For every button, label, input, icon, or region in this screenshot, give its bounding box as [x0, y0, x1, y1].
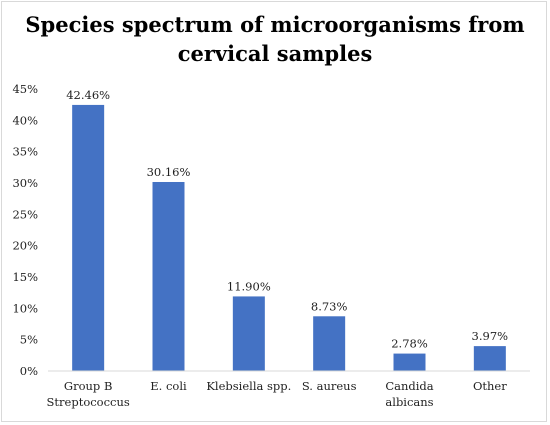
data-label: 3.97%: [472, 329, 509, 343]
y-tick-label: 10%: [12, 301, 38, 315]
y-tick-label: 15%: [12, 270, 38, 284]
bars: [72, 104, 506, 372]
data-label: 30.16%: [147, 165, 191, 179]
bar: [152, 181, 185, 371]
chart-title: Species spectrum of microorganisms from …: [0, 10, 550, 68]
data-labels: 42.46% 30.16% 11.90% 8.73% 2.78% 3.97%: [66, 88, 508, 351]
bar: [473, 346, 506, 371]
chart-title-line-2: cervical samples: [177, 41, 373, 66]
bar: [232, 296, 265, 371]
y-axis: 0% 5% 10% 15% 20% 25% 30% 35% 40% 45%: [12, 82, 38, 378]
data-label: 2.78%: [391, 337, 428, 351]
category-label: Candida albicans: [385, 379, 433, 409]
data-label: 42.46%: [66, 88, 110, 102]
y-tick-label: 20%: [12, 239, 38, 253]
x-axis: Group B Streptococcus E. coli Klebsiella sp…: [47, 370, 530, 409]
bar: [313, 316, 346, 371]
y-tick-label: 25%: [12, 207, 38, 221]
category-label: S. aureus: [302, 379, 357, 393]
bar: [393, 353, 426, 371]
y-tick-label: 45%: [12, 82, 38, 96]
chart-title-line-1: Species spectrum of microorganisms from: [25, 12, 525, 37]
y-tick-label: 30%: [12, 176, 38, 190]
y-tick-label: 40%: [12, 113, 38, 127]
data-label: 11.90%: [227, 279, 271, 293]
bar: [72, 104, 105, 372]
data-label: 8.73%: [311, 299, 348, 313]
category-label: Group B Streptococcus: [47, 379, 130, 409]
category-label: Klebsiella spp.: [206, 379, 291, 393]
y-tick-label: 35%: [12, 145, 38, 159]
y-tick-label: 5%: [20, 333, 38, 347]
y-tick-label: 0%: [20, 364, 38, 378]
category-label: Other: [473, 379, 507, 393]
category-label: E. coli: [150, 379, 187, 393]
